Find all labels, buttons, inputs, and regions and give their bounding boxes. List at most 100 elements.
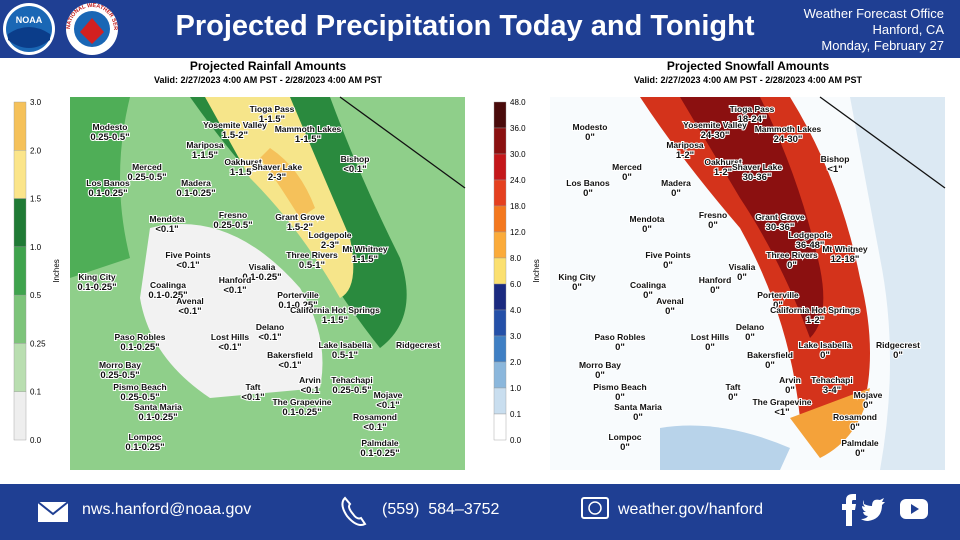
- place-name: Mojave: [854, 390, 883, 400]
- place-amount: 0": [595, 370, 605, 381]
- place-name: Bakersfield: [747, 350, 793, 360]
- place-amount: 0": [785, 385, 795, 396]
- place-name: Merced: [612, 162, 642, 172]
- snow-map: Projected Snowfall Amounts Valid: 2/27/20…: [493, 59, 946, 470]
- place-amount: <0.1": [376, 400, 399, 411]
- place-name: Porterville: [277, 290, 319, 300]
- place-amount: 0": [710, 285, 720, 296]
- office-line: Hanford, CA: [872, 22, 944, 37]
- place-name: Merced: [132, 162, 162, 172]
- place-name: Oakhurst: [224, 157, 261, 167]
- place-name: Palmdale: [361, 438, 399, 448]
- place-amount: 0": [643, 290, 653, 301]
- place-name: Mariposa: [186, 140, 224, 150]
- scale-segment: [13, 246, 27, 296]
- page-title: Projected Precipitation Today and Tonigh…: [175, 10, 755, 42]
- place-amount: 2-3": [268, 172, 286, 183]
- scale-label: 36.0: [510, 124, 526, 133]
- place-amount: <0.1": [223, 285, 246, 296]
- logos: NOAA NATIONAL WEATHER SERVICE: [0, 0, 118, 55]
- email[interactable]: nws.hanford@noaa.gov: [82, 501, 252, 518]
- place-amount: 0": [765, 360, 775, 371]
- place-name: Mammoth Lakes: [275, 124, 342, 134]
- place-name: Lompoc: [128, 432, 161, 442]
- place-amount: 0.1-0.25": [148, 290, 187, 301]
- place-name: Yosemite Valley: [683, 120, 747, 130]
- scale-label: 0.0: [510, 436, 522, 445]
- header: NOAA NATIONAL WEATHER SERVICE Projected …: [0, 0, 960, 58]
- place-name: Tehachapi: [811, 375, 852, 385]
- place-name: Delano: [256, 322, 284, 332]
- scale-label: 48.0: [510, 98, 526, 107]
- scale-segment: [493, 413, 507, 441]
- place-name: Los Banos: [566, 178, 610, 188]
- place-name: Coalinga: [150, 280, 186, 290]
- place-name: Delano: [736, 322, 764, 332]
- map-title: Projected Rainfall Amounts: [190, 59, 347, 73]
- scale-label: 1.5: [30, 195, 42, 204]
- place-name: King City: [558, 272, 596, 282]
- twitter-icon[interactable]: [861, 498, 885, 521]
- place-name: California Hot Springs: [290, 305, 380, 315]
- office-info: Weather Forecast Office Hanford, CA Mond…: [804, 6, 944, 54]
- place-amount: <0.1": [218, 342, 241, 353]
- place-amount: 2-3": [321, 240, 339, 251]
- place-amount: 3-4": [823, 385, 841, 396]
- scale-label: 24.0: [510, 176, 526, 185]
- place-name: Lodgepole: [309, 230, 352, 240]
- place-amount: 0.1-0.25": [77, 282, 116, 293]
- scale-label: 12.0: [510, 228, 526, 237]
- scale-label: 18.0: [510, 202, 526, 211]
- place-amount: 0": [671, 188, 681, 199]
- place-amount: 0": [620, 442, 630, 453]
- place-name: Bakersfield: [267, 350, 313, 360]
- scale-segment: [493, 361, 507, 389]
- place-amount: 0": [663, 260, 673, 271]
- place-amount: 0": [642, 224, 652, 235]
- place-amount: <0.1": [343, 164, 366, 175]
- scale-segment: [13, 198, 27, 248]
- place-amount: 0": [787, 260, 797, 271]
- place-name: Santa Maria: [614, 402, 662, 412]
- maps: Projected Rainfall Amounts Valid: 2/27/20…: [13, 59, 946, 470]
- place-amount: 0": [615, 342, 625, 353]
- place-amount: 0.25-0.5": [120, 392, 159, 403]
- place-name: Avenal: [656, 296, 684, 306]
- place-name: Hanford: [699, 275, 732, 285]
- place-name: Los Banos: [86, 178, 130, 188]
- place-amount: 0": [893, 350, 903, 361]
- place-name: Madera: [661, 178, 691, 188]
- place-name: Tehachapi: [331, 375, 372, 385]
- website[interactable]: weather.gov/hanford: [618, 501, 763, 518]
- scale-segment: [493, 231, 507, 259]
- place-name: Lost Hills: [211, 332, 250, 342]
- place-name: Fresno: [699, 210, 727, 220]
- scale-label: 6.0: [510, 280, 522, 289]
- scale-segment: [493, 309, 507, 337]
- place-name: Grant Grove: [755, 212, 805, 222]
- place-amount: 0.1-0.25": [282, 407, 321, 418]
- place-amount: 1-1.5": [295, 134, 321, 145]
- place-name: Morro Bay: [99, 360, 141, 370]
- place-amount: 0": [665, 306, 675, 317]
- place-name: Rosamond: [833, 412, 877, 422]
- facebook-icon[interactable]: [842, 494, 856, 526]
- place-name: Mt Whitney: [822, 244, 868, 254]
- scale-segment: [493, 101, 507, 129]
- phone[interactable]: (559) 584–3752: [382, 501, 500, 518]
- office-line: Monday, February 27: [821, 38, 944, 53]
- place-name: Lake Isabella: [319, 340, 372, 350]
- place-amount: <0.1": [258, 332, 281, 343]
- place-name: Shaver Lake: [252, 162, 302, 172]
- place-amount: 0": [745, 332, 755, 343]
- place-amount: <1": [774, 407, 789, 418]
- place-name: Paso Robles: [594, 332, 645, 342]
- place-name: Mt Whitney: [342, 244, 388, 254]
- scale-label: 8.0: [510, 254, 522, 263]
- scale-unit: Inches: [52, 259, 61, 283]
- place-amount: 0": [633, 412, 643, 423]
- place-amount: 1-1.5": [230, 167, 256, 178]
- place-name: Shaver Lake: [732, 162, 782, 172]
- place-name: Visalia: [249, 262, 276, 272]
- place-amount: 0.25-0.5": [213, 220, 252, 231]
